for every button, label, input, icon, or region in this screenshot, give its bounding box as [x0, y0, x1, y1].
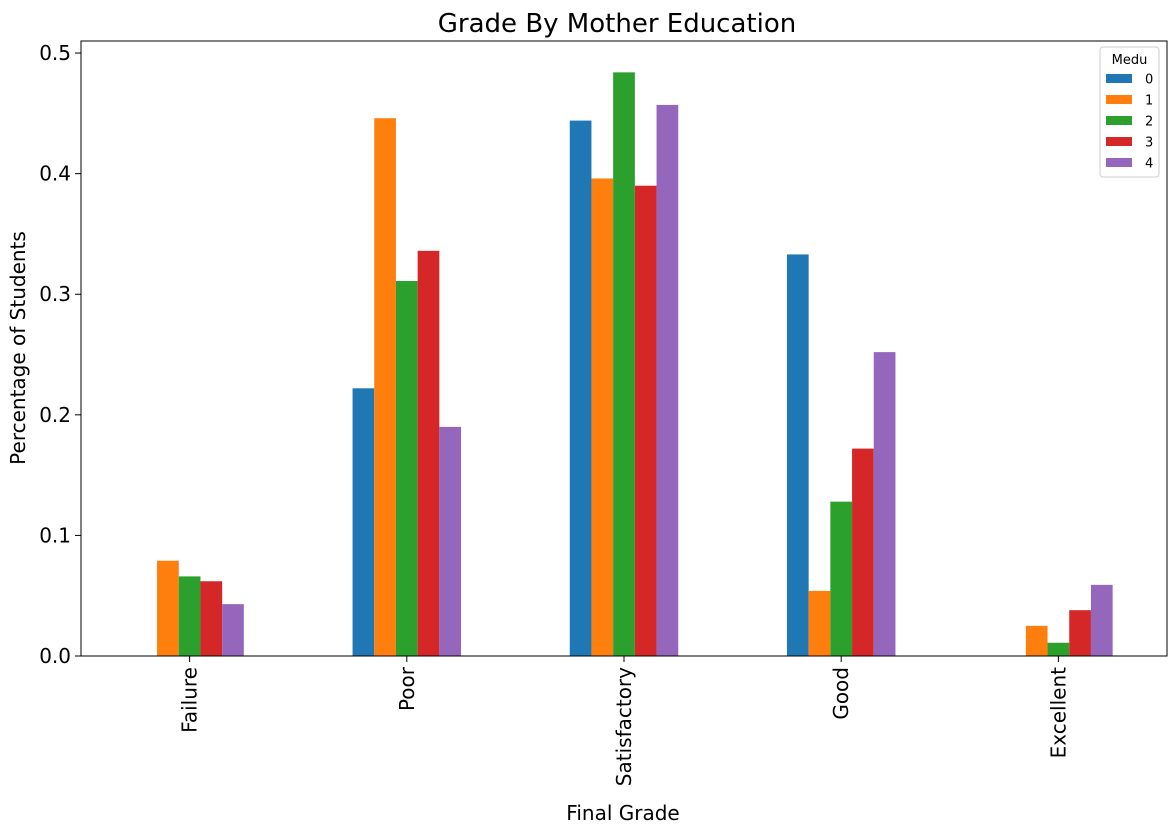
legend-swatch-0	[1106, 74, 1132, 83]
bar-medu-2-poor	[395, 280, 418, 656]
bar-medu-4-good	[873, 352, 896, 656]
legend: Medu 0 1 2 3 4	[1099, 46, 1160, 178]
bar-medu-2-failure	[178, 576, 201, 656]
bar-medu-3-excellent	[1069, 610, 1091, 656]
bar-medu-3-poor	[417, 250, 440, 656]
bar-medu-0-good	[786, 254, 809, 656]
y-tick-label: 0.4	[39, 162, 71, 186]
legend-swatch-2	[1106, 116, 1132, 125]
x-axis-ticks: Failure Poor Satisfactory Good Excellent	[178, 656, 1070, 786]
y-axis-ticks: 0.0 0.1 0.2 0.3 0.4 0.5	[39, 41, 81, 668]
bar-medu-2-good	[830, 501, 853, 656]
bars-group	[157, 72, 1113, 657]
y-axis-label: Percentage of Students	[6, 231, 30, 465]
y-tick-label: 0.3	[39, 282, 71, 306]
bar-medu-2-satisfactory	[613, 72, 635, 657]
x-tick-label-failure: Failure	[178, 667, 202, 733]
y-tick-label: 0.2	[39, 403, 71, 427]
legend-label-4: 4	[1145, 157, 1153, 172]
x-axis-label: Final Grade	[566, 801, 679, 825]
y-tick-label: 0.1	[39, 523, 71, 547]
legend-swatch-1	[1106, 95, 1132, 104]
bar-medu-3-good	[852, 448, 874, 656]
legend-title: Medu	[1112, 53, 1148, 68]
bar-medu-1-satisfactory	[591, 178, 614, 656]
bar-medu-3-failure	[200, 581, 223, 656]
legend-label-1: 1	[1145, 94, 1153, 109]
legend-label-2: 2	[1145, 115, 1153, 130]
x-tick-label-good: Good	[829, 667, 853, 720]
y-tick-label: 0.5	[39, 41, 71, 65]
x-tick-label-satisfactory: Satisfactory	[612, 667, 636, 786]
legend-label-3: 3	[1145, 136, 1153, 151]
bar-medu-2-excellent	[1047, 642, 1070, 656]
x-tick-label-poor: Poor	[395, 666, 419, 711]
legend-swatch-4	[1106, 158, 1132, 167]
bar-medu-4-satisfactory	[656, 104, 679, 656]
bar-medu-1-good	[808, 590, 831, 656]
legend-swatch-3	[1106, 137, 1132, 146]
x-tick-label-excellent: Excellent	[1046, 667, 1070, 759]
bar-medu-4-poor	[439, 426, 462, 656]
bar-medu-4-excellent	[1090, 584, 1113, 656]
legend-label-0: 0	[1145, 73, 1153, 88]
bar-medu-0-poor	[352, 388, 375, 656]
bar-medu-1-excellent	[1025, 625, 1048, 656]
y-tick-label: 0.0	[39, 644, 71, 668]
bar-medu-0-satisfactory	[569, 120, 592, 657]
bar-medu-3-satisfactory	[634, 185, 657, 656]
bar-medu-1-poor	[374, 118, 396, 657]
chart-title: Grade By Mother Education	[438, 9, 796, 39]
bar-medu-4-failure	[222, 604, 244, 656]
bar-medu-1-failure	[157, 560, 179, 656]
